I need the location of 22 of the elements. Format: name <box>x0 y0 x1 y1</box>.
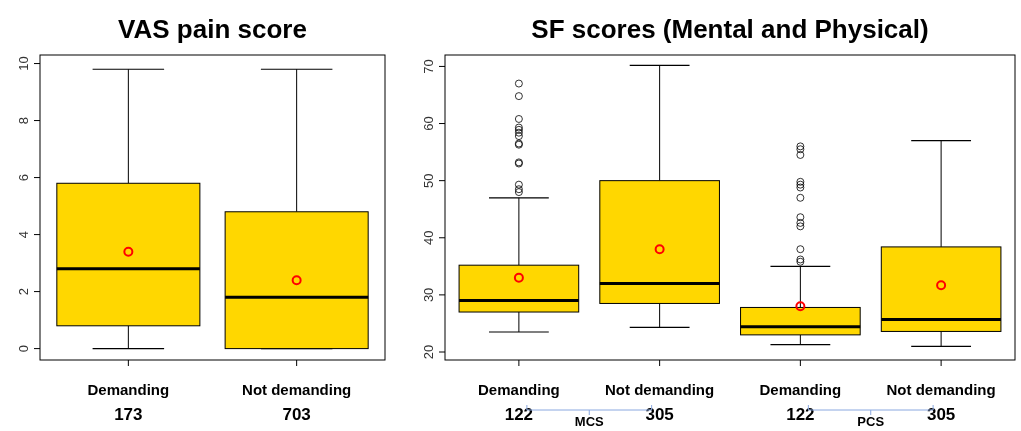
chart-title: SF scores (Mental and Physical) <box>531 14 929 44</box>
x-tick-label: Demanding 173 <box>87 381 170 424</box>
y-tick-label: 10 <box>16 56 31 71</box>
y-tick-label: 60 <box>421 116 436 131</box>
y-tick-label: 70 <box>421 59 436 74</box>
y-tick-label: 0 <box>16 344 31 353</box>
text: MCS <box>574 414 605 429</box>
x-tick-label: Demanding 122 <box>478 381 560 424</box>
x-tick-label: Not demanding 703 <box>242 381 352 424</box>
y-tick-label: 30 <box>421 287 436 303</box>
y-tick-label: 8 <box>16 116 31 125</box>
y-tick-label: 2 <box>16 287 31 296</box>
y-tick-label: 40 <box>421 230 436 246</box>
text: PCS <box>857 414 885 429</box>
x-tick-label: Not demanding 305 <box>886 381 996 424</box>
x-tick-label: Not demanding 305 <box>605 381 715 424</box>
y-tick-label: 50 <box>421 173 436 188</box>
chart-title: VAS pain score <box>118 14 307 44</box>
y-tick-label: 4 <box>16 230 31 239</box>
y-tick-label: 20 <box>421 344 436 360</box>
x-tick-label: Demanding 122 <box>759 381 842 424</box>
y-tick-label: 6 <box>16 173 31 182</box>
